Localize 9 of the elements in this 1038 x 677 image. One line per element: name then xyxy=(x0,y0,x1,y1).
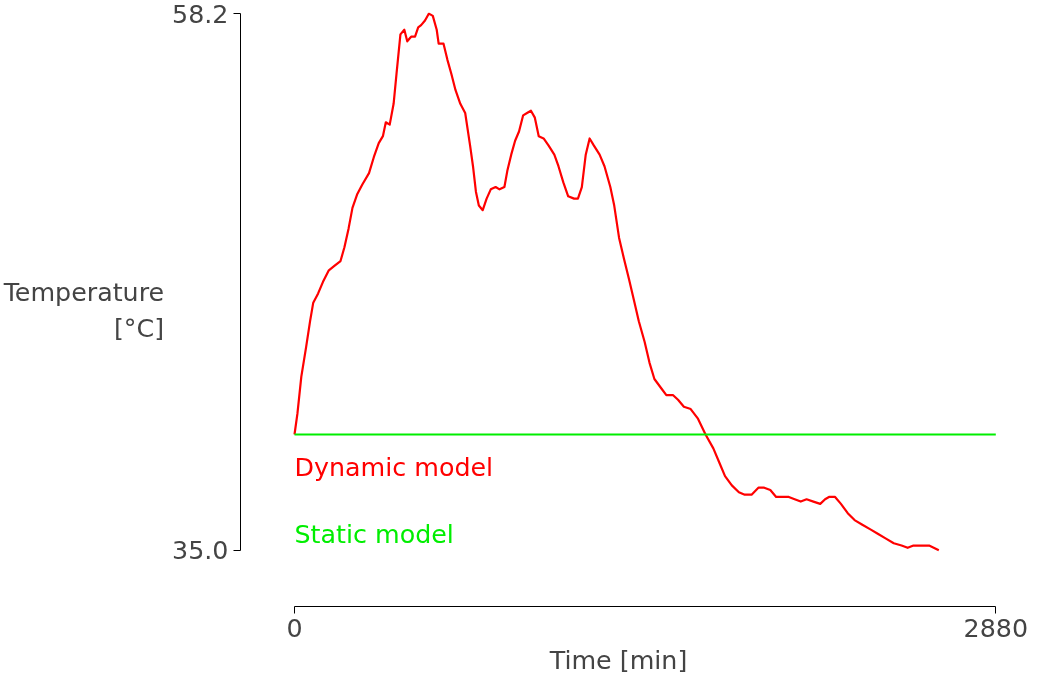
line-series xyxy=(293,12,940,552)
series-label: Dynamic model xyxy=(294,451,494,482)
y-tick-label: 35.0 xyxy=(172,535,229,566)
y-tick-label: 58.2 xyxy=(172,0,229,29)
x-tick-label: 0 xyxy=(286,612,303,643)
text: Static model xyxy=(294,519,454,550)
x-tick-label: 2880 xyxy=(963,612,1029,643)
x-axis-title: Time [min] xyxy=(548,644,688,675)
y-axis-title: Temperature [°C] xyxy=(2,276,165,343)
